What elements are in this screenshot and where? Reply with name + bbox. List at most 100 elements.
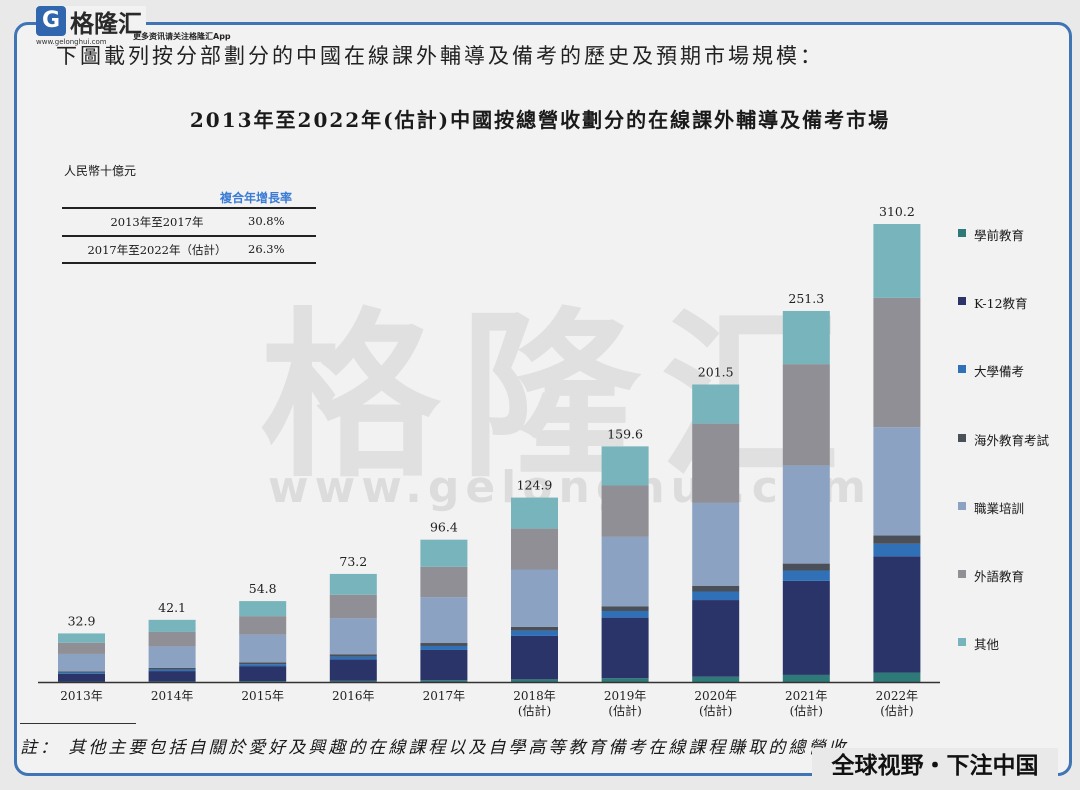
x-tick-sublabel: (估計) bbox=[518, 703, 551, 718]
bar-segment bbox=[420, 680, 468, 682]
cagr-period: 2013年至2017年 bbox=[110, 215, 204, 229]
bar-segment bbox=[148, 631, 196, 647]
x-tick-label: 2020年 bbox=[694, 689, 737, 703]
bar-segment bbox=[601, 536, 649, 607]
bar-segment bbox=[58, 653, 105, 672]
bar-segment bbox=[601, 678, 649, 682]
x-tick-sublabel: (估計) bbox=[790, 703, 823, 718]
bar-total-label: 159.6 bbox=[607, 426, 643, 441]
legend-swatch bbox=[958, 297, 966, 305]
x-tick-label: 2016年 bbox=[332, 689, 375, 703]
bar-segment bbox=[782, 310, 830, 365]
cagr-rate: 30.8% bbox=[248, 214, 285, 228]
bar-segment bbox=[58, 672, 105, 674]
bar-total-label: 201.5 bbox=[698, 364, 734, 379]
legend-item: 外語教育 bbox=[958, 566, 1068, 584]
bar-segment bbox=[782, 580, 830, 675]
bar-segment bbox=[239, 662, 287, 665]
y-unit-label: 人民幣十億元 bbox=[64, 164, 137, 178]
bar-segment bbox=[511, 497, 558, 529]
brand-logo: G 格隆汇 www.gelonghui.com bbox=[36, 6, 146, 46]
bar-total-label: 251.3 bbox=[788, 291, 824, 306]
logo-tagline: 更多资讯请关注格隆汇App bbox=[133, 32, 231, 41]
x-tick-label: 2019年 bbox=[604, 689, 647, 703]
cagr-rule-top bbox=[62, 207, 316, 209]
bar-segment bbox=[692, 585, 740, 592]
bar-segment bbox=[692, 591, 740, 601]
bar-segment bbox=[329, 618, 377, 655]
legend-label: 大學備考 bbox=[974, 364, 1025, 379]
bar-segment bbox=[601, 610, 649, 618]
slogan-banner: 全球视野・下注中国 bbox=[812, 748, 1058, 784]
legend-label: 職業培訓 bbox=[974, 501, 1025, 516]
legend-swatch bbox=[958, 502, 966, 510]
x-tick-label: 2017年 bbox=[423, 689, 466, 703]
bar-segment bbox=[329, 654, 377, 657]
bar-total-label: 96.4 bbox=[430, 520, 458, 535]
legend-swatch bbox=[958, 365, 966, 373]
x-tick-sublabel: (估計) bbox=[880, 703, 913, 718]
bar-segment bbox=[420, 645, 468, 650]
bar-segment bbox=[58, 671, 105, 673]
bar-segment bbox=[58, 633, 105, 643]
cagr-rule-bottom bbox=[62, 262, 316, 264]
cagr-period: 2017年至2022年（估計） bbox=[87, 243, 227, 257]
bar-segment bbox=[239, 601, 287, 617]
cagr-row: 2013年至2017年 30.8% bbox=[62, 210, 316, 232]
bar-segment bbox=[873, 672, 921, 682]
legend-label: 外語教育 bbox=[974, 569, 1025, 584]
bar-segment bbox=[692, 384, 740, 424]
bar-segment bbox=[148, 671, 196, 682]
bar-total-label: 32.9 bbox=[68, 613, 96, 628]
bar-total-label: 73.2 bbox=[339, 554, 367, 569]
bar-segment bbox=[329, 659, 377, 681]
x-tick-label: 2022年 bbox=[876, 689, 919, 703]
bar-segment bbox=[420, 566, 468, 598]
bar-segment bbox=[329, 680, 377, 682]
bar-segment bbox=[511, 635, 558, 680]
footnote: 註： 其他主要包括自關於愛好及興趣的在線課程以及自學高等教育備考在線課程賺取的總… bbox=[20, 738, 869, 758]
legend-label: 學前教育 bbox=[974, 228, 1025, 243]
bar-segment bbox=[239, 634, 287, 663]
logo-name: 格隆汇 bbox=[70, 10, 142, 38]
legend-item: 學前教育 bbox=[958, 225, 1068, 243]
bar-segment bbox=[692, 600, 740, 677]
bar-segment bbox=[239, 681, 287, 682]
legend-item: 海外教育考試 bbox=[958, 430, 1068, 448]
bar-segment bbox=[692, 423, 740, 503]
x-tick-label: 2013年 bbox=[60, 689, 103, 703]
legend-label: 其他 bbox=[974, 637, 1000, 652]
bar-segment bbox=[601, 617, 649, 679]
x-tick-label: 2018年 bbox=[513, 689, 556, 703]
bar-segment bbox=[239, 666, 287, 682]
bar-segment bbox=[58, 642, 105, 654]
legend-item: K-12教育 bbox=[958, 293, 1068, 311]
watermark-url: www.gelonghui.com bbox=[268, 462, 872, 513]
bar-segment bbox=[873, 556, 921, 673]
legend-label: 海外教育考試 bbox=[974, 433, 1050, 448]
bar-segment bbox=[148, 681, 196, 682]
bar-segment bbox=[239, 616, 287, 635]
x-tick-sublabel: (估計) bbox=[699, 703, 732, 718]
bar-total-label: 54.8 bbox=[249, 581, 277, 596]
legend-swatch bbox=[958, 434, 966, 442]
x-tick-label: 2014年 bbox=[151, 689, 194, 703]
bar-segment bbox=[420, 597, 468, 644]
x-tick-label: 2021年 bbox=[785, 689, 828, 703]
intro-text: 下圖載列按分部劃分的中國在線課外輔導及備考的歷史及預期市場規模： bbox=[56, 44, 824, 68]
bar-segment bbox=[782, 674, 830, 682]
x-tick-sublabel: (估計) bbox=[608, 703, 641, 718]
bar-segment bbox=[873, 297, 921, 428]
legend-label: K-12教育 bbox=[974, 296, 1028, 311]
bar-segment bbox=[420, 539, 468, 567]
bar-segment bbox=[692, 676, 740, 682]
legend-item: 大學備考 bbox=[958, 361, 1068, 379]
bar-segment bbox=[511, 528, 558, 570]
cagr-row: 2017年至2022年（估計） 26.3% bbox=[62, 238, 316, 260]
bar-segment bbox=[148, 646, 196, 668]
bar-segment bbox=[692, 502, 740, 586]
legend-item: 其他 bbox=[958, 634, 1068, 652]
logo-site: www.gelonghui.com bbox=[36, 38, 107, 46]
x-tick-label: 2015年 bbox=[241, 689, 284, 703]
bar-segment bbox=[601, 606, 649, 611]
